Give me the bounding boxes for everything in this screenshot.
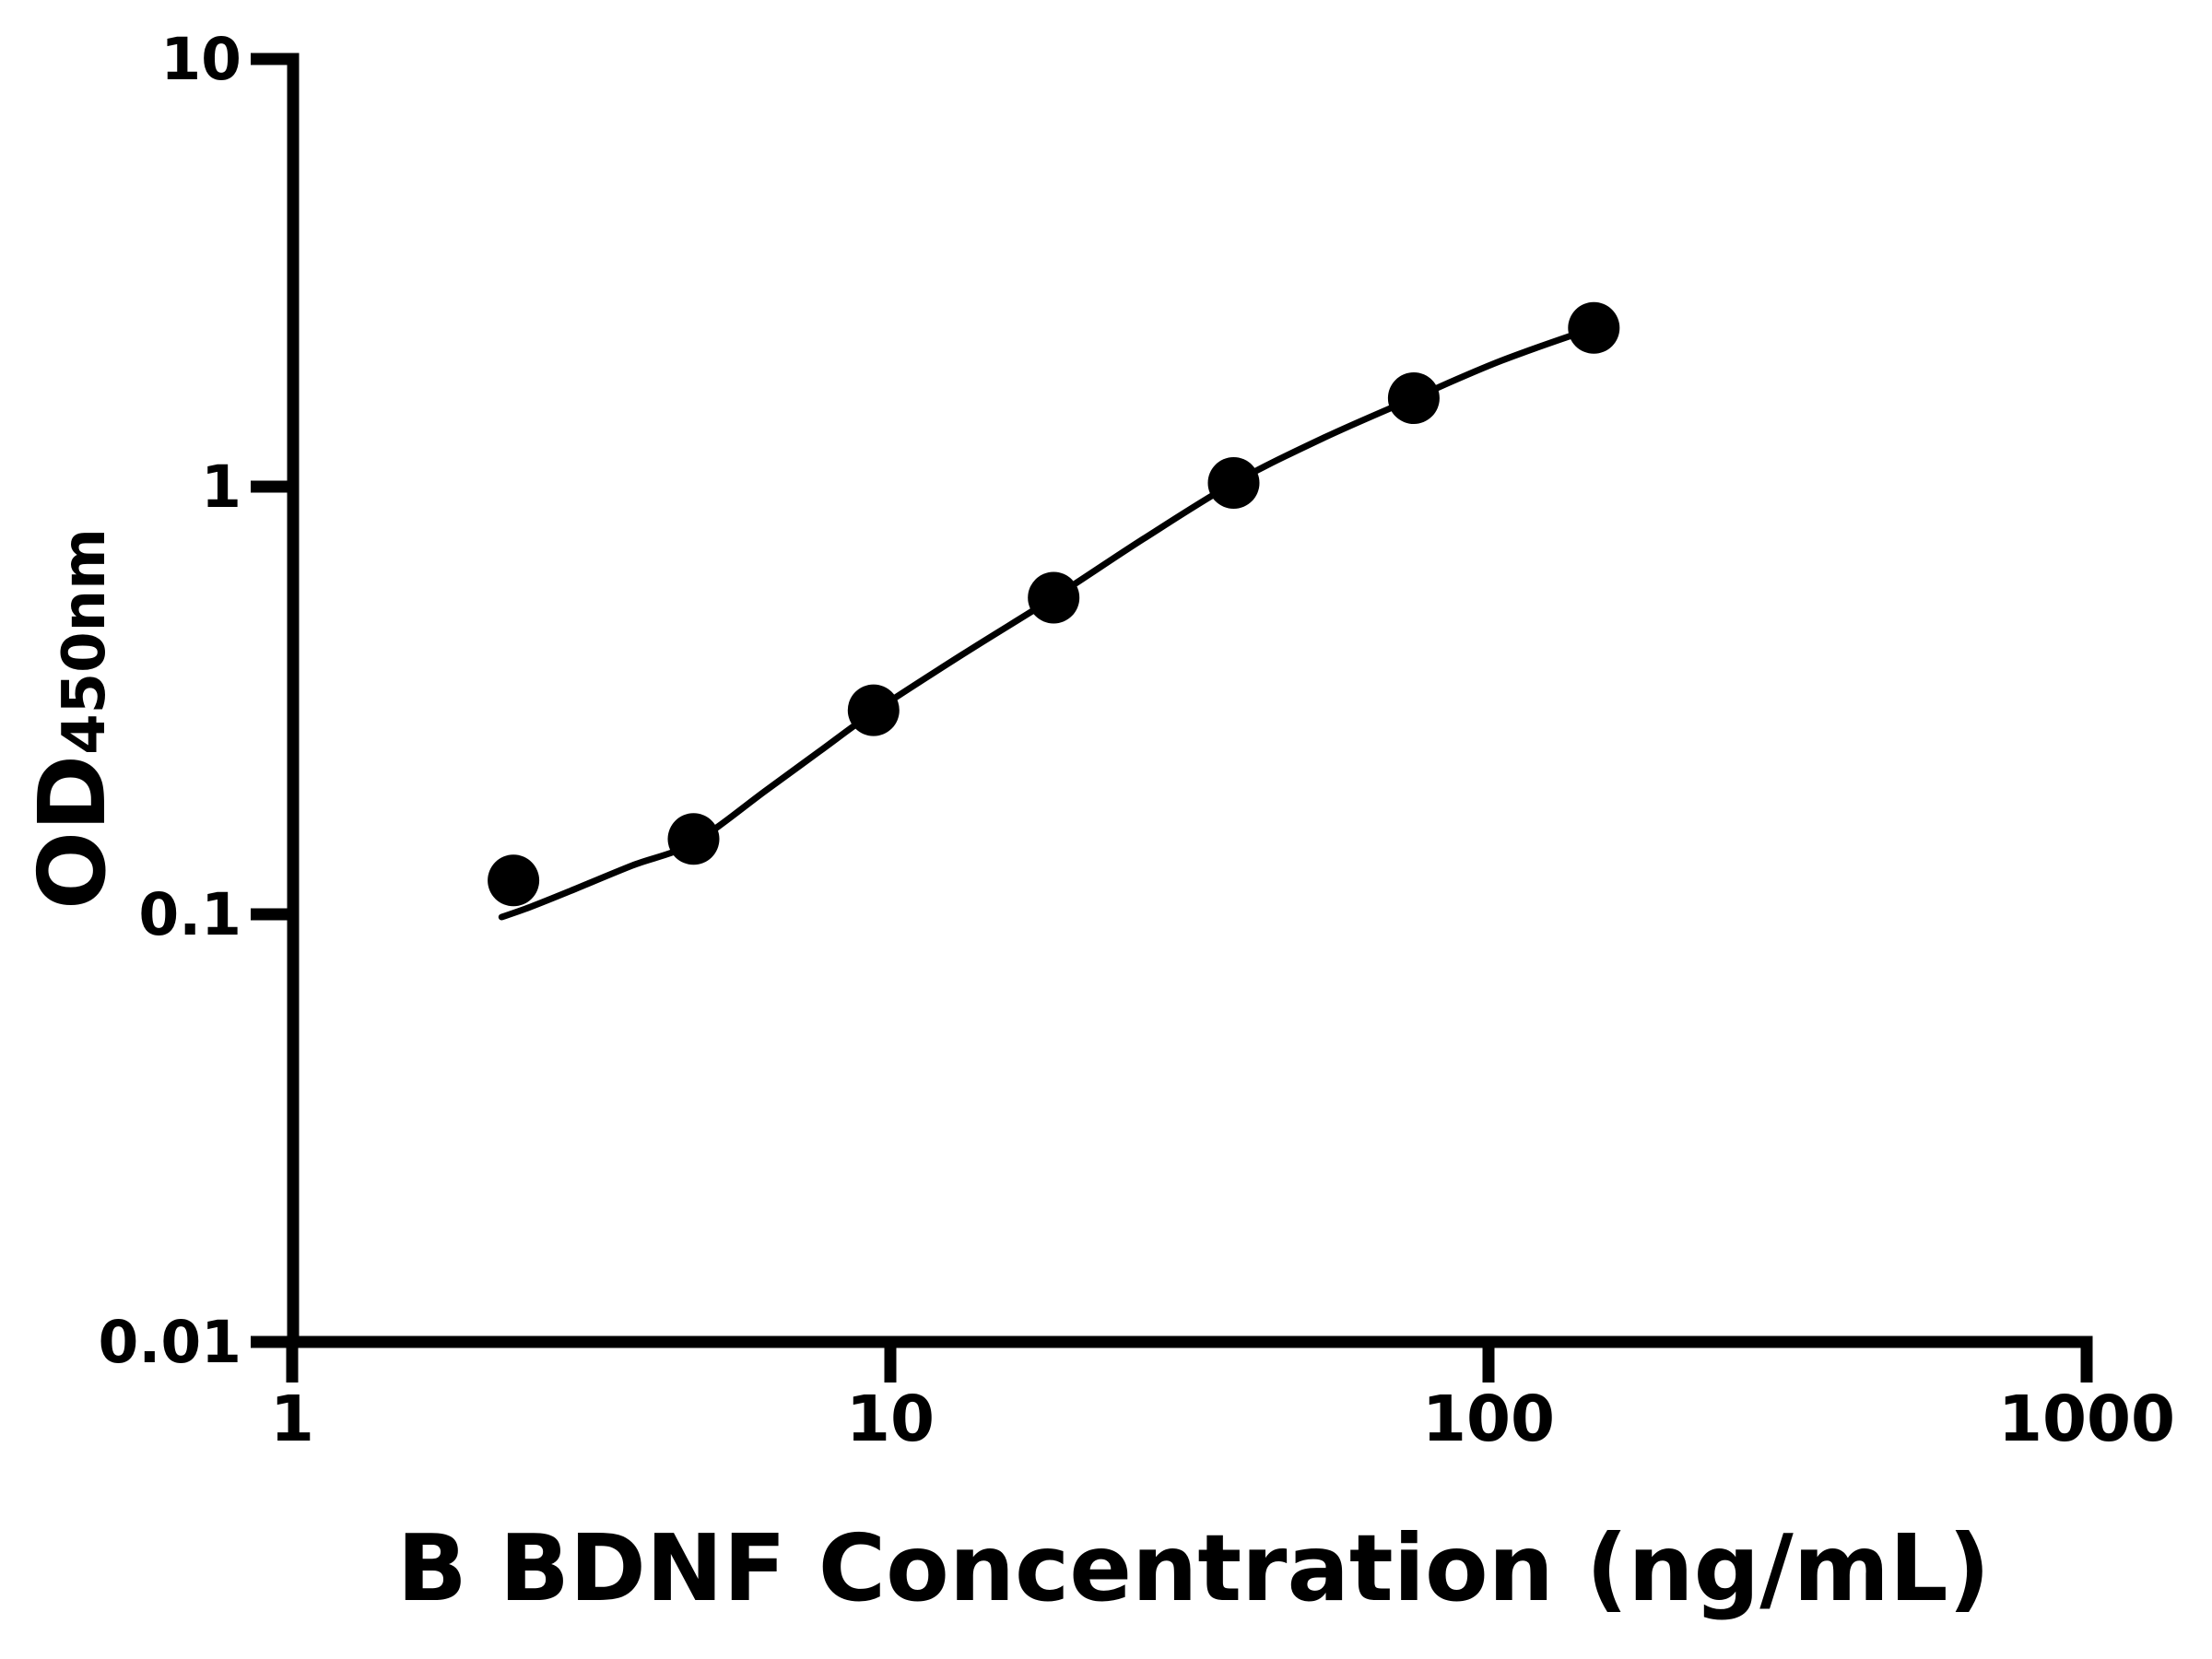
x-tick-mark (884, 1342, 897, 1382)
x-axis-title: B BDNF Concentration (ng/mL) (396, 1514, 1991, 1622)
x-tick-mark (2080, 1342, 2093, 1382)
x-tick-label: 10 (845, 1382, 935, 1456)
y-tick-label: 0.1 (138, 880, 241, 948)
y-tick-label: 10 (160, 25, 241, 93)
data-point (667, 813, 720, 865)
y-tick-mark (251, 480, 293, 493)
fit-curve (498, 324, 1597, 921)
data-point (1568, 301, 1620, 354)
y-tick-mark (251, 53, 293, 65)
y-axis-title-subscript: 450nm (51, 528, 119, 755)
x-axis-line (287, 1335, 2093, 1348)
x-tick-mark (1482, 1342, 1495, 1382)
x-tick-label: 100 (1421, 1382, 1556, 1456)
data-point (847, 684, 900, 736)
y-tick-label: 0.01 (98, 1308, 241, 1376)
data-point (488, 854, 540, 907)
y-tick-mark (251, 908, 293, 921)
x-tick-label: 1000 (1997, 1382, 2176, 1456)
y-tick-mark (251, 1335, 293, 1348)
data-point (1028, 571, 1080, 624)
x-tick-label: 1 (270, 1382, 315, 1456)
y-tick-label: 1 (201, 453, 241, 521)
y-axis-line (287, 53, 300, 1348)
data-point (1387, 372, 1440, 424)
x-tick-mark (286, 1342, 299, 1382)
data-point (1207, 457, 1260, 509)
y-axis-title: OD450nm (18, 528, 126, 910)
y-axis-title-main: OD (18, 754, 126, 910)
